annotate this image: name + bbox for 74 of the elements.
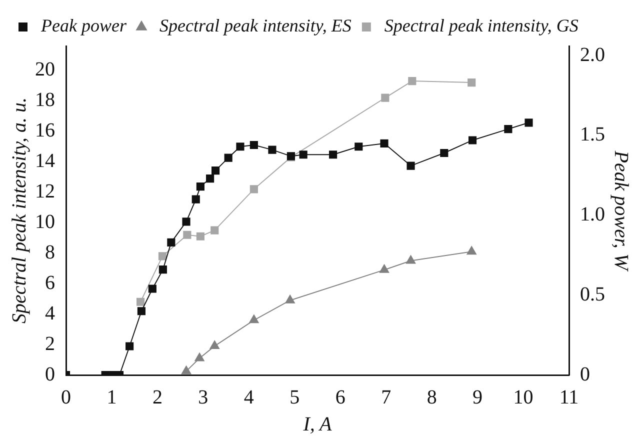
legend-label: Spectral peak intensity, GS	[384, 16, 578, 36]
point	[250, 140, 258, 150]
point	[211, 166, 220, 175]
point	[183, 230, 192, 239]
y-axis-title: Spectral peak intensity, a. u.	[8, 97, 30, 324]
point	[524, 118, 533, 127]
point	[136, 298, 145, 306]
point	[148, 284, 156, 293]
x-tick-label: 8	[426, 386, 437, 408]
legend-label: Peak power	[40, 16, 128, 36]
point	[158, 252, 167, 260]
x-tick-label: 2	[152, 386, 162, 408]
point	[196, 182, 204, 191]
y-tick-label: 20	[35, 58, 55, 81]
x-tick-label: 4	[244, 386, 254, 408]
point	[194, 352, 204, 362]
point	[126, 342, 134, 350]
point	[406, 255, 416, 264]
y2-tick-label: 2.0	[580, 44, 605, 66]
point	[381, 94, 390, 102]
point	[158, 266, 167, 274]
y2-tick-label: 0	[580, 363, 590, 386]
y-tick-label: 14	[35, 150, 55, 172]
point	[182, 218, 190, 226]
x-tick-label: 0	[61, 386, 71, 408]
y-tick-label: 0	[45, 363, 55, 386]
point	[354, 142, 363, 151]
x-tick-label: 11	[559, 386, 579, 408]
y-tick-label: 2	[45, 332, 55, 355]
point	[468, 78, 476, 87]
point	[181, 366, 192, 374]
x-tick-label: 7	[381, 386, 392, 408]
y2-tick-label: 0.5	[580, 283, 605, 306]
y2-tick-label: 1.0	[580, 204, 605, 226]
x-tick-label: 1	[106, 386, 117, 408]
point	[406, 162, 415, 170]
y-tick-label: 6	[45, 272, 55, 294]
point	[408, 76, 416, 86]
y-tick-label: 16	[35, 120, 55, 142]
x-tick-label: 9	[472, 386, 483, 408]
y2-tick-label: 1.5	[580, 124, 605, 146]
x-axis-title: I, A	[302, 413, 333, 436]
point	[210, 340, 220, 350]
point	[440, 148, 448, 158]
point	[250, 185, 258, 194]
y-tick-label: 8	[45, 241, 55, 264]
point	[285, 294, 295, 304]
legend-label: Spectral peak intensity, ES	[159, 16, 352, 36]
y-tick-label: 12	[35, 180, 55, 202]
y2-axis-title: Peak power, W	[610, 150, 632, 273]
x-tick-label: 6	[335, 386, 346, 408]
point	[167, 238, 176, 246]
point	[379, 264, 390, 273]
point	[210, 226, 219, 234]
x-tick-label: 3	[198, 386, 208, 408]
point	[192, 195, 200, 204]
point	[249, 314, 259, 324]
point	[268, 146, 276, 154]
x-tick-label: 10	[513, 386, 534, 408]
point	[468, 136, 477, 144]
y-tick-label: 18	[35, 89, 55, 112]
point	[196, 232, 204, 240]
y-tick-label: 4	[45, 302, 55, 324]
point	[299, 150, 308, 159]
point	[329, 150, 338, 159]
point	[380, 139, 388, 148]
point	[224, 154, 232, 162]
x-tick-label: 5	[290, 386, 300, 408]
point	[466, 246, 476, 255]
point	[504, 125, 512, 134]
point	[236, 142, 244, 151]
point	[206, 174, 214, 183]
point	[137, 307, 146, 316]
y-tick-label: 10	[35, 210, 55, 233]
